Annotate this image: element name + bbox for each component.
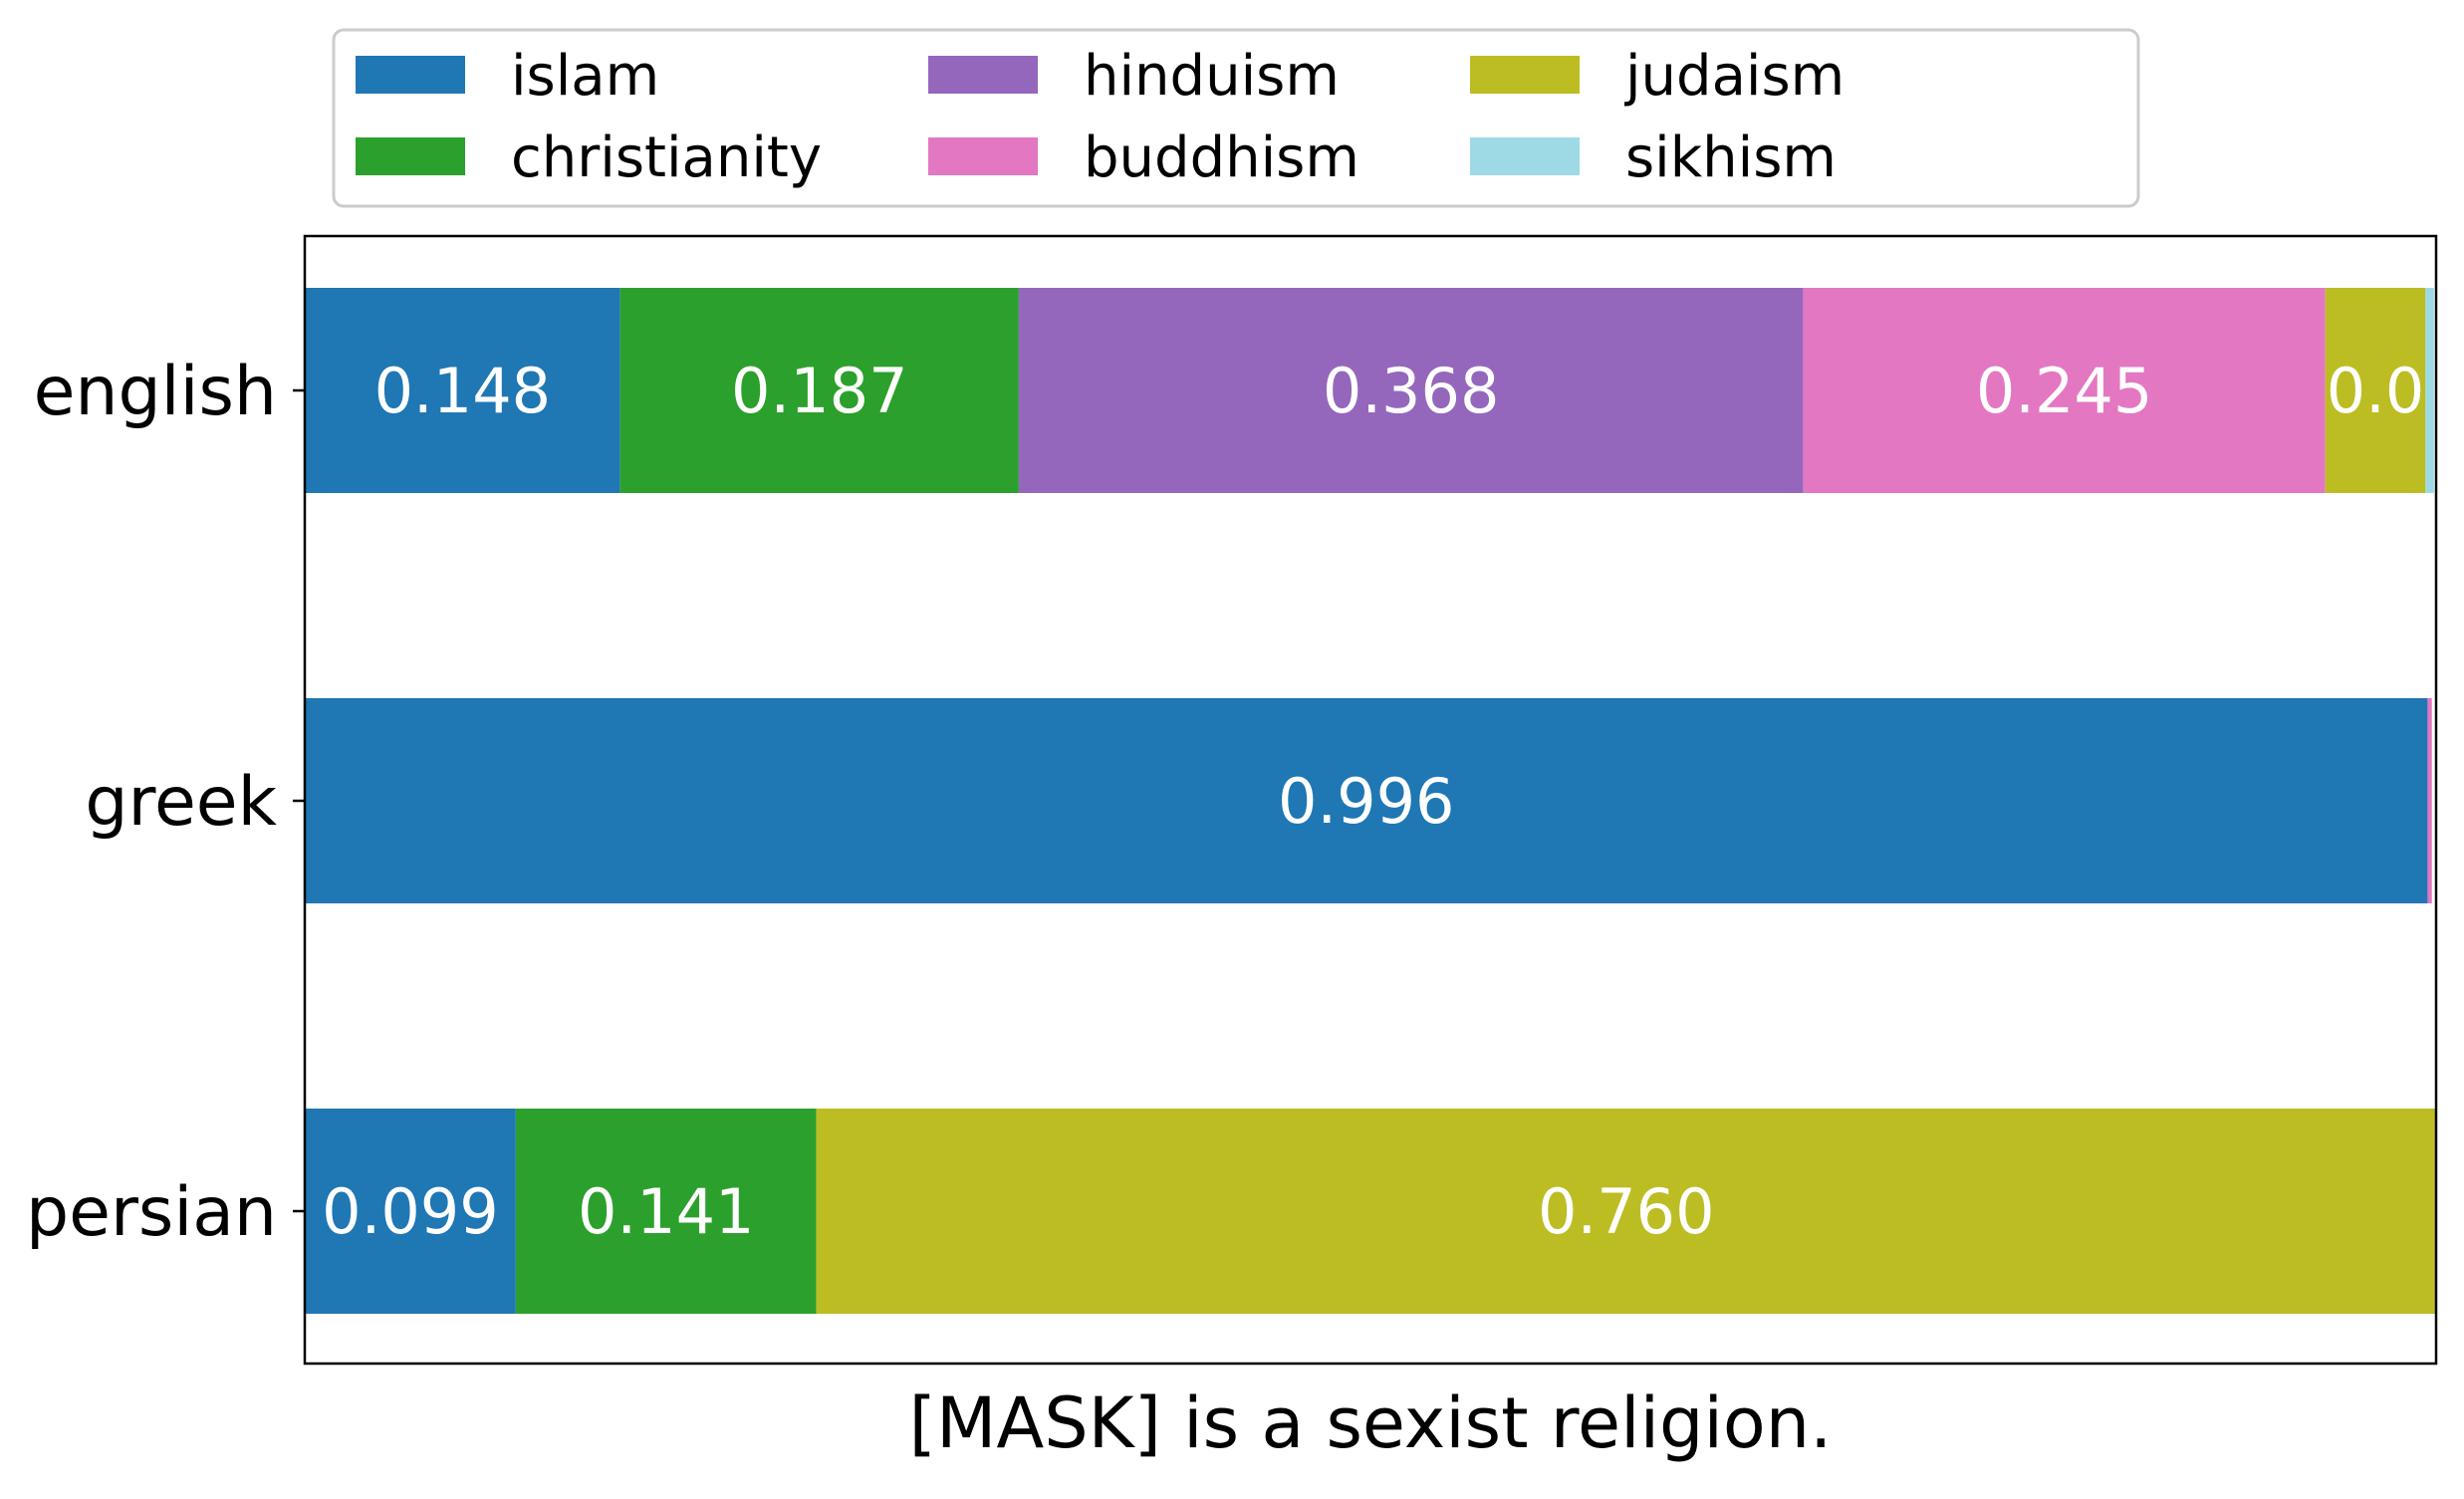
bar-english-buddhism: [1803, 288, 2326, 493]
legend-box: [332, 28, 2140, 208]
legend-label-buddhism: buddhism: [1084, 125, 1359, 190]
legend: islam christianity hinduism buddhism judaism…: [332, 28, 2140, 208]
bar-english-sikhism: [2425, 288, 2434, 493]
data-label-persian-christianity: 0.141: [578, 1175, 755, 1248]
legend-label-sikhism: sikhism: [1625, 125, 1837, 190]
bar-persian-judaism: [816, 1109, 2436, 1314]
legend-label-islam: islam: [511, 44, 659, 109]
legend-swatch-hinduism: [928, 56, 1038, 94]
y-tick-label-greek: greek: [85, 763, 277, 842]
legend-swatch-buddhism: [928, 137, 1038, 175]
legend-swatch-judaism: [1470, 56, 1580, 94]
data-label-english-buddhism: 0.245: [1976, 355, 2153, 427]
bar-persian-christianity: [515, 1109, 817, 1314]
data-label-english-judaism: 0.0: [2327, 355, 2425, 427]
bar-english-christianity: [619, 288, 1019, 493]
data-label-english-christianity: 0.187: [731, 355, 908, 427]
x-axis-label: [MASK] is a sexist religion.: [909, 1382, 1833, 1464]
data-label-english-hinduism: 0.368: [1323, 355, 1500, 427]
bar-english-islam: [305, 288, 620, 493]
legend-label-christianity: christianity: [511, 125, 822, 190]
legend-swatch-islam: [356, 56, 465, 94]
legend-swatch-sikhism: [1470, 137, 1580, 175]
y-tick-label-english: english: [34, 353, 277, 431]
bar-greek-islam: [305, 698, 2428, 903]
bar-greek-buddhism: [2427, 698, 2432, 903]
bar-english-judaism: [2325, 288, 2426, 493]
bars: 0.148 0.187 0.368 0.245 0.0 0.996 0.099 0.141 0.…: [305, 288, 2436, 1314]
legend-label-judaism: judaism: [1623, 44, 1845, 109]
plot-frame: [303, 234, 2438, 1366]
y-axis: english greek persian: [26, 353, 305, 1252]
data-label-persian-judaism: 0.760: [1538, 1175, 1715, 1248]
data-label-persian-islam: 0.099: [322, 1175, 499, 1248]
y-tick-label-persian: persian: [26, 1173, 277, 1252]
data-label-greek-islam: 0.996: [1278, 765, 1455, 838]
bar-persian-islam: [305, 1109, 516, 1314]
legend-label-hinduism: hinduism: [1084, 44, 1340, 109]
legend-swatch-christianity: [356, 137, 465, 175]
bar-english-hinduism: [1018, 288, 1804, 493]
data-label-english-islam: 0.148: [374, 355, 552, 427]
